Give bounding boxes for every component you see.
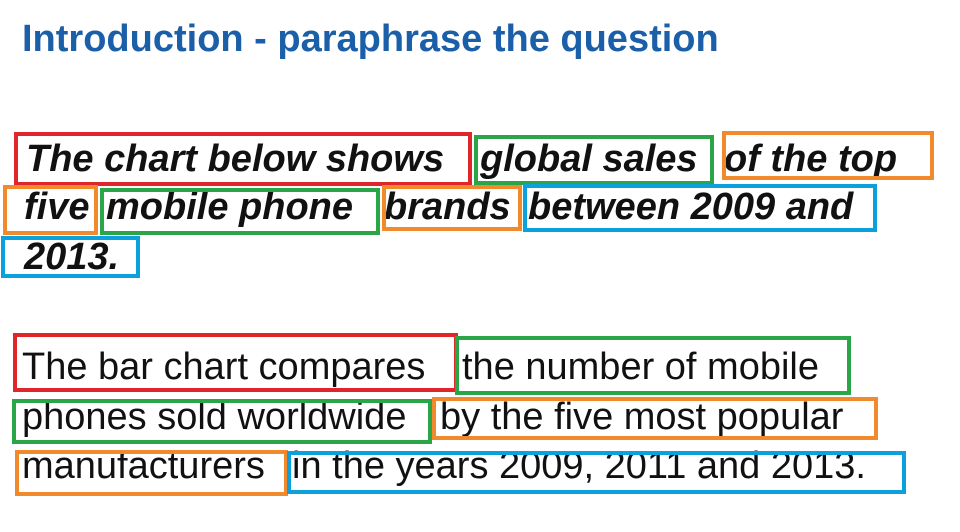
question-detail-2: five (24, 186, 90, 228)
highlight-box-answer-time (287, 451, 906, 494)
highlight-box-question-detail-2 (3, 185, 98, 235)
answer-detail-1: by the five most popular (440, 396, 844, 438)
highlight-box-question-time-1 (523, 184, 877, 232)
highlight-box-question-time-2 (1, 236, 140, 278)
highlight-box-answer-topic-1 (455, 336, 851, 395)
question-topic-2: mobile phone (106, 186, 353, 228)
question-topic: global sales (480, 138, 698, 180)
highlight-box-question-detail-3 (382, 185, 522, 231)
answer-topic-2: phones sold worldwide (22, 396, 407, 438)
highlight-box-answer-subject (13, 333, 458, 392)
question-detail-3: brands (384, 186, 511, 228)
highlight-box-answer-detail-1 (432, 397, 878, 440)
highlight-box-question-topic-2 (100, 188, 380, 235)
highlight-box-question-detail-1 (722, 131, 934, 180)
answer-subject: The bar chart compares (22, 346, 426, 388)
question-detail-1: of the top (724, 138, 898, 180)
highlight-box-answer-detail-2 (15, 450, 288, 496)
highlight-box-question-subject (14, 132, 472, 186)
highlight-box-answer-topic-2 (12, 399, 432, 444)
question-time-2: 2013. (24, 236, 120, 278)
answer-topic-1: the number of mobile (462, 346, 819, 388)
question-time-1: between 2009 and (528, 186, 854, 228)
page-title: Introduction - paraphrase the question (22, 18, 719, 60)
highlight-box-question-topic (474, 135, 714, 185)
question-subject: The chart below shows (26, 138, 445, 180)
